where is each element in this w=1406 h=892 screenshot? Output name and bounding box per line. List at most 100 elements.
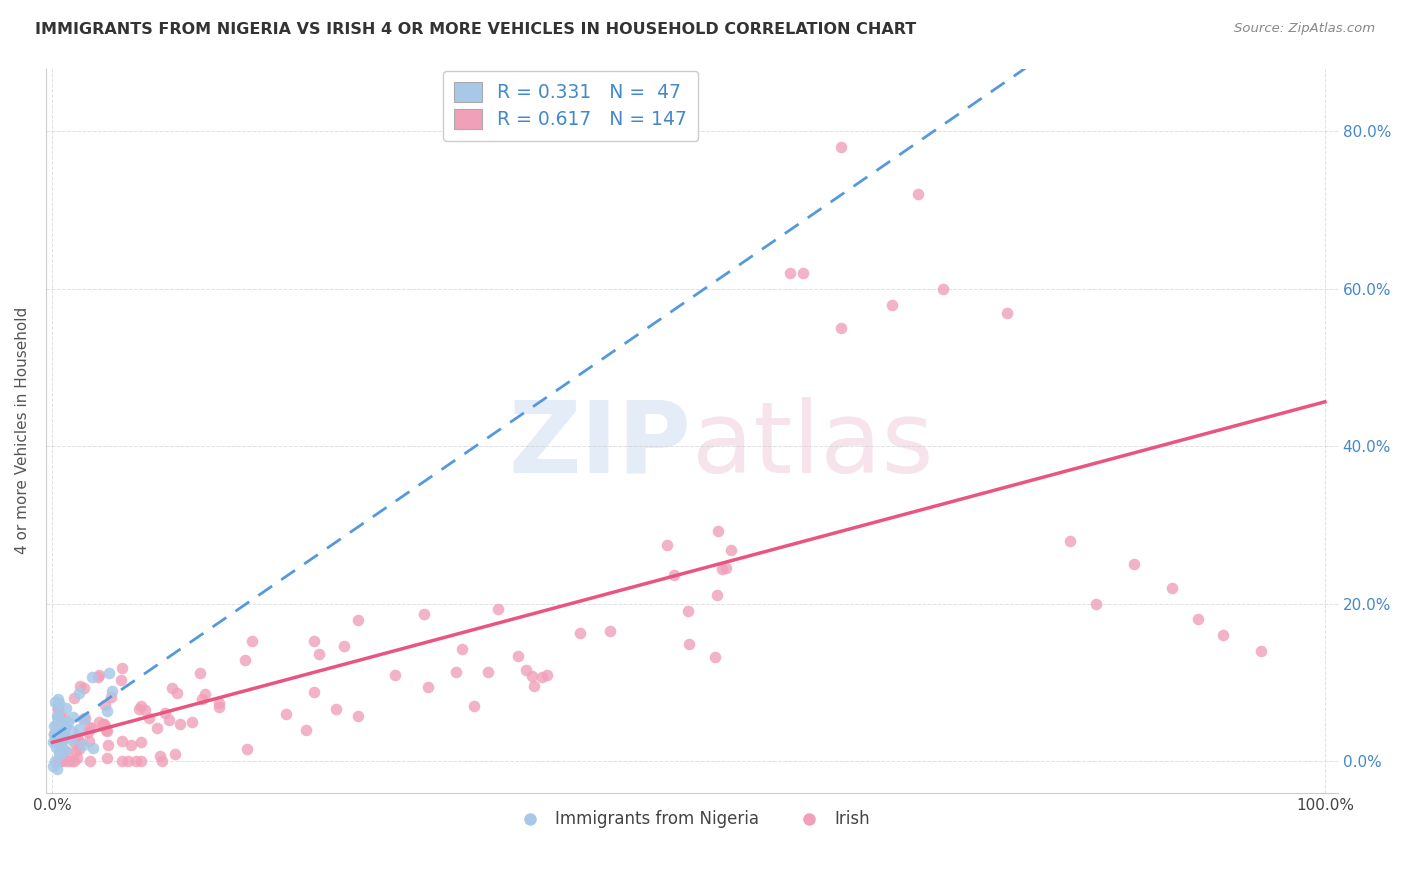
Point <box>49 754 72 768</box>
Point <box>522 669 544 683</box>
Point <box>384 667 406 681</box>
Point <box>49 735 72 749</box>
Point <box>707 524 730 539</box>
Point <box>150 754 173 768</box>
Point <box>413 607 436 622</box>
Point <box>42 726 65 740</box>
Point <box>97 739 120 753</box>
Point <box>932 282 955 296</box>
Point <box>706 588 728 602</box>
Point <box>101 684 124 698</box>
Point <box>146 721 169 735</box>
Point <box>208 696 231 710</box>
Point <box>53 727 76 741</box>
Point <box>191 692 214 706</box>
Point <box>93 716 115 731</box>
Point <box>72 712 94 726</box>
Point <box>53 716 76 731</box>
Point <box>51 733 73 747</box>
Point <box>44 730 66 744</box>
Point <box>60 732 83 747</box>
Point <box>714 561 737 575</box>
Point <box>523 679 546 693</box>
Point <box>515 664 537 678</box>
Point <box>73 711 96 725</box>
Point <box>51 726 73 740</box>
Point <box>169 717 191 731</box>
Point <box>69 722 91 736</box>
Point <box>48 736 70 750</box>
Point <box>67 742 90 756</box>
Point <box>51 754 73 768</box>
Point <box>69 679 91 693</box>
Point <box>676 604 699 618</box>
Point <box>180 714 202 729</box>
Point <box>72 738 94 752</box>
Point <box>65 751 87 765</box>
Point <box>710 561 733 575</box>
Point <box>995 305 1018 319</box>
Point <box>779 266 801 280</box>
Point <box>128 702 150 716</box>
Point <box>295 723 318 738</box>
Point <box>1084 597 1107 611</box>
Point <box>48 747 70 761</box>
Point <box>325 702 347 716</box>
Point <box>46 710 69 724</box>
Point <box>486 602 509 616</box>
Point <box>56 745 79 759</box>
Point <box>129 735 152 749</box>
Point <box>45 709 67 723</box>
Point <box>87 670 110 684</box>
Point <box>82 741 104 756</box>
Point <box>73 681 96 695</box>
Point <box>55 743 77 757</box>
Point <box>568 626 591 640</box>
Point <box>129 754 152 768</box>
Point <box>52 743 75 757</box>
Point <box>907 187 929 202</box>
Point <box>1059 533 1081 548</box>
Point <box>67 733 90 747</box>
Point <box>599 624 621 639</box>
Point <box>89 667 111 681</box>
Point <box>111 661 134 675</box>
Point <box>77 720 100 734</box>
Point <box>56 754 79 768</box>
Point <box>347 613 370 627</box>
Point <box>157 713 180 727</box>
Point <box>111 734 134 748</box>
Point <box>87 715 110 730</box>
Point <box>96 751 118 765</box>
Point <box>1250 644 1272 658</box>
Point <box>52 711 75 725</box>
Point <box>792 266 814 280</box>
Point <box>73 712 96 726</box>
Point <box>52 731 75 745</box>
Point <box>94 723 117 737</box>
Point <box>111 754 134 768</box>
Point <box>91 719 114 733</box>
Point <box>477 665 499 680</box>
Point <box>63 754 86 768</box>
Legend: Immigrants from Nigeria, Irish: Immigrants from Nigeria, Irish <box>508 804 876 835</box>
Point <box>882 298 904 312</box>
Point <box>44 727 66 741</box>
Point <box>506 649 529 664</box>
Point <box>46 702 69 716</box>
Point <box>536 668 558 682</box>
Point <box>347 709 370 723</box>
Point <box>53 719 76 733</box>
Point <box>60 754 83 768</box>
Point <box>44 694 66 708</box>
Point <box>166 686 188 700</box>
Point <box>46 692 69 706</box>
Point <box>308 648 330 662</box>
Point <box>49 725 72 739</box>
Point <box>446 665 468 680</box>
Point <box>333 639 356 653</box>
Point <box>236 742 259 756</box>
Point <box>134 703 156 717</box>
Point <box>46 754 69 768</box>
Point <box>46 710 69 724</box>
